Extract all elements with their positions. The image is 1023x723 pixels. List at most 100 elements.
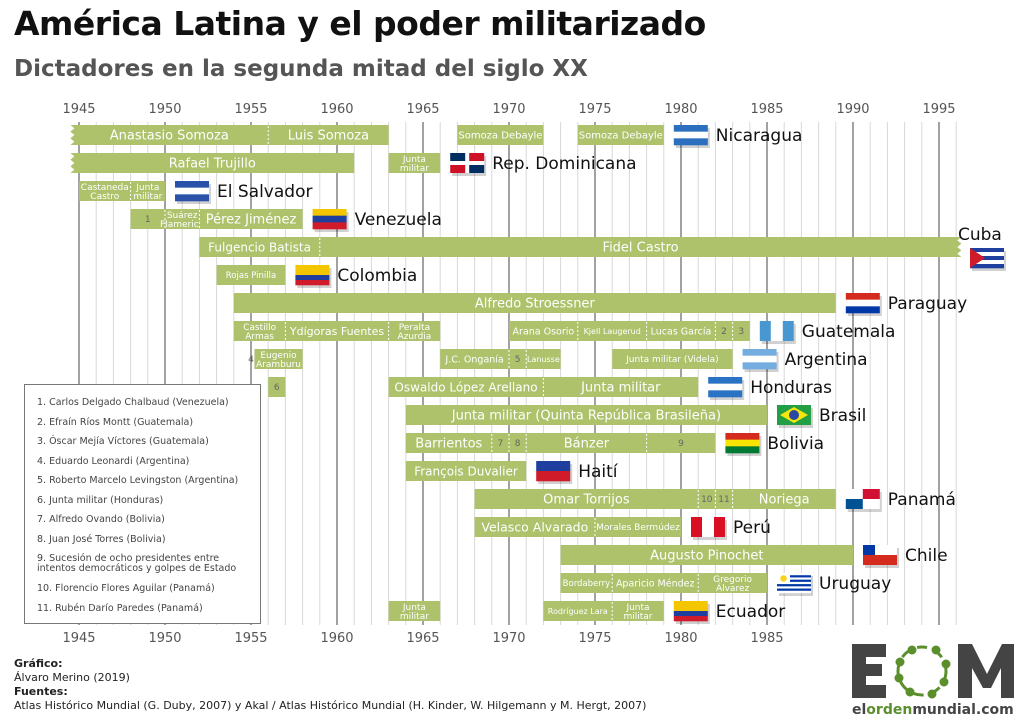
x-tick-label-bottom: 1975	[578, 631, 611, 646]
x-tick-label-top: 1950	[148, 102, 181, 117]
flag-stripe	[777, 584, 811, 587]
bar-segment	[405, 433, 492, 453]
credits-chart-heading: Gráfico:	[14, 657, 63, 670]
bar-segment	[130, 209, 165, 229]
dictator-label: militar	[623, 612, 652, 622]
country-label: Chile	[905, 546, 948, 566]
bar-segment	[440, 349, 509, 369]
legend-item: 1. Carlos Delgado Chalbaud (Venezuela)	[37, 397, 229, 408]
bar-segment	[388, 601, 441, 621]
honduras-flag	[708, 377, 745, 400]
bar-segment	[233, 293, 836, 313]
logo-url-mundial: mundial.com	[912, 702, 1014, 718]
flag-quarter	[845, 499, 863, 509]
dictator-label: Rojas Pinilla	[226, 271, 276, 281]
x-tick-label-bottom: 1960	[320, 631, 353, 646]
bar-segment	[509, 433, 527, 453]
legend-item: 10. Florencio Flores Aguilar (Panamá)	[37, 583, 215, 594]
dictator-label: Castro	[90, 192, 120, 202]
x-tick-label-bottom: 1980	[664, 631, 697, 646]
flag-globe	[789, 410, 799, 420]
dictator-label: Castaneda	[81, 183, 129, 193]
x-axis-bottom: 1945 1950 1955 1960 1965 1970 1975 1980 1985	[62, 631, 783, 646]
flag-stripe	[175, 187, 209, 195]
footnote-number: 11	[718, 495, 729, 505]
bar-segment	[612, 349, 733, 369]
brazil-flag	[777, 405, 813, 428]
zigzag-cut	[69, 153, 75, 173]
row-paraguay: Alfredo Stroessner	[233, 293, 836, 313]
x-tick-label-top: 1945	[62, 102, 95, 117]
flag-stripe	[175, 194, 209, 202]
legend-item: 5. Roberto Marcelo Levingston (Argentina…	[37, 475, 239, 486]
bar-segment	[646, 321, 716, 341]
legend-item: 3. Óscar Mejía Víctores (Guatemala)	[37, 436, 209, 447]
flag-stripe	[777, 586, 811, 589]
footnote-number: 6	[274, 383, 280, 393]
legend-item: 7. Alfredo Ovando (Bolivia)	[37, 514, 165, 525]
flag-stripe	[777, 575, 811, 578]
legend-item: 11. Rubén Darío Paredes (Panamá)	[37, 602, 203, 614]
row-chile: Augusto Pinochet	[560, 545, 853, 565]
dictator-label: Velasco Alvarado	[481, 520, 588, 535]
bar-segment	[319, 237, 962, 257]
bar-segment	[216, 265, 286, 285]
bar-segment	[732, 489, 836, 509]
flag-stripe	[782, 321, 794, 341]
footnote-number: 10	[701, 495, 713, 505]
zigzag-cut	[957, 237, 963, 257]
country-label: Ecuador	[716, 602, 785, 622]
chart-subtitle: Dictadores en la segunda mitad del siglo…	[14, 56, 588, 82]
flag-stripe	[970, 264, 1004, 269]
bar-segment	[595, 517, 681, 537]
flag-stripe	[970, 256, 1004, 261]
x-axis-top: 1945 1950 1955 1960 1965 1970 1975 1980 1985 1990…	[62, 102, 955, 117]
dominican-republic-flag	[450, 153, 487, 176]
cuba-flag	[970, 248, 1006, 271]
dictator-label: Oswaldo López Arellano	[394, 380, 537, 394]
bar-segment	[612, 601, 664, 621]
dictator-label: Noriega	[759, 493, 810, 508]
bar-segment	[543, 601, 613, 621]
colombia-flag	[295, 265, 332, 288]
x-tick-label-top: 1995	[922, 102, 955, 117]
flag-stripe	[725, 433, 760, 440]
bar-segment	[285, 321, 389, 341]
dictator-label: Fulgencio Batista	[208, 240, 311, 254]
bar-segment	[646, 433, 716, 453]
footnote-number: 3	[738, 327, 744, 337]
flag-stripe	[845, 299, 880, 307]
flag-stripe	[777, 588, 811, 591]
dictator-label: Armas	[245, 332, 274, 342]
country-label: Guatemala	[802, 322, 896, 342]
x-tick-label-bottom: 1985	[750, 631, 783, 646]
bar-segment	[79, 181, 131, 201]
dictator-label: Somoza Debayle	[579, 131, 663, 142]
bar-segment	[577, 321, 647, 341]
bar-segment	[526, 433, 647, 453]
flag-triangle	[970, 248, 985, 268]
dictator-label: Peralta	[399, 323, 430, 333]
dictator-label: Somoza Debayle	[458, 131, 542, 142]
ecuador-flag	[673, 601, 710, 624]
dictator-label: Bordaberry	[563, 579, 610, 589]
dictator-label: militar	[400, 164, 429, 174]
bar-segment	[388, 321, 441, 341]
dictator-label: Omar Torrijos	[543, 493, 630, 508]
bar-segment	[268, 377, 286, 397]
bar-segment	[474, 489, 699, 509]
flag-stripe	[295, 265, 330, 276]
bar-segment	[70, 125, 269, 145]
dictator-label: Morales Bermúdez	[596, 523, 680, 533]
country-label: Bolivia	[767, 434, 824, 454]
credits-sources: Atlas Histórico Mundial (G. Duby, 2007) …	[14, 699, 647, 712]
dictator-label: Aparicio Méndez	[616, 578, 695, 589]
country-label: Rep. Dominicana	[492, 154, 636, 174]
flag-stripe	[708, 377, 743, 384]
dictator-label: Eugenio	[260, 351, 297, 361]
x-tick-label-top: 1970	[492, 102, 525, 117]
flag-stripe	[777, 579, 811, 583]
flag-quarter	[450, 153, 466, 161]
country-labels: Nicaragua Rep. Dominicana El Salvador Venez…	[175, 125, 1006, 624]
